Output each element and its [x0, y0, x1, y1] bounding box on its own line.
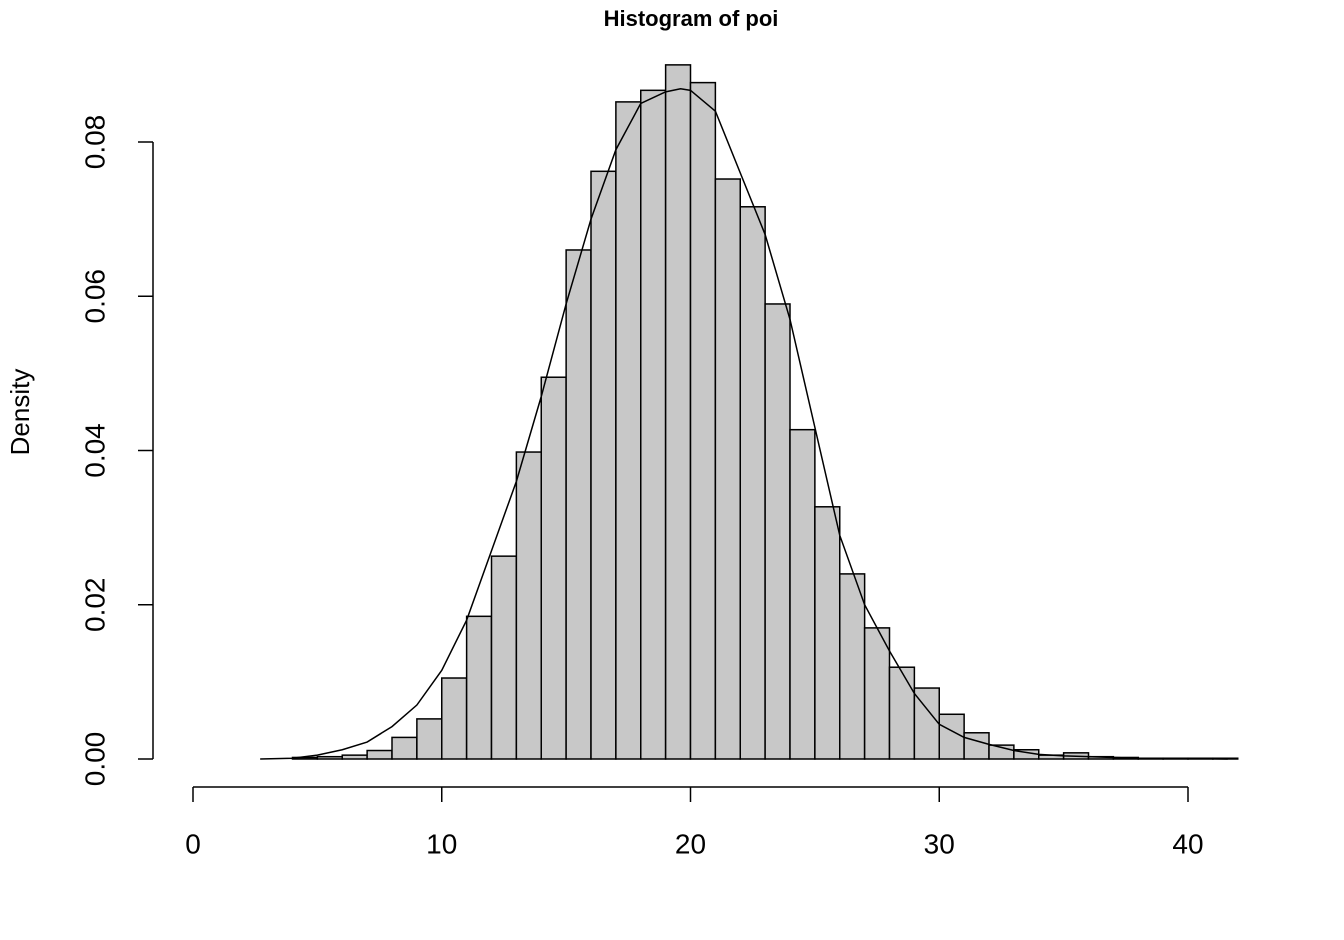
x-tick-label: 20 [675, 828, 706, 859]
bar [739, 206, 766, 760]
bar [888, 666, 916, 760]
bar [565, 249, 592, 760]
bar [590, 170, 617, 760]
bar [640, 89, 667, 760]
y-tick-label: 0.02 [79, 578, 110, 633]
bar [441, 677, 468, 760]
y-tick-label: 0.06 [79, 269, 110, 324]
bar [391, 736, 418, 760]
bar [540, 376, 567, 760]
bar [366, 749, 393, 760]
y-tick-label: 0.08 [79, 115, 110, 170]
bar [341, 754, 368, 760]
bar [515, 451, 542, 760]
bar [963, 732, 990, 760]
bar [814, 506, 841, 760]
y-tick-label: 0.04 [79, 423, 110, 478]
x-tick-label: 30 [924, 828, 955, 859]
bar [714, 178, 741, 760]
x-tick-label: 40 [1172, 828, 1203, 859]
bar [316, 755, 343, 760]
x-tick-label: 0 [185, 828, 201, 859]
chart-title: Histogram of poi [604, 6, 779, 31]
bar [764, 303, 791, 760]
density-curve [260, 88, 1228, 760]
bar [615, 101, 642, 760]
bar [938, 713, 965, 760]
bar [490, 555, 518, 760]
y-tick-label: 0.00 [79, 732, 110, 787]
bar [465, 615, 493, 760]
bar [863, 627, 891, 760]
y-axis-label: Density [5, 369, 35, 456]
x-tick-label: 10 [426, 828, 457, 859]
bar [689, 81, 717, 760]
bar [839, 573, 866, 760]
bar [416, 718, 443, 760]
bar [664, 64, 692, 760]
bar [789, 428, 816, 760]
